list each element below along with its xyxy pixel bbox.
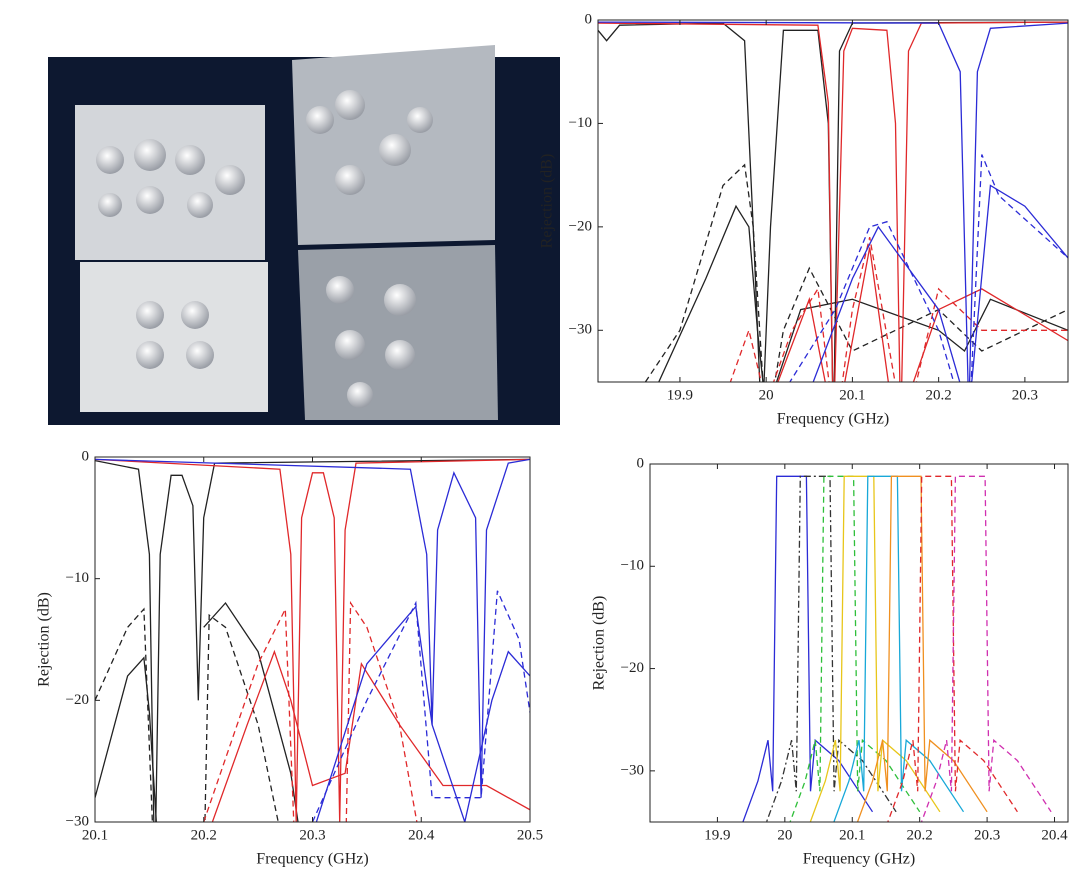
series-line	[644, 163, 1068, 382]
photo	[48, 45, 560, 425]
plot-lines	[742, 475, 1052, 822]
series-line	[920, 475, 1052, 822]
plot-area	[598, 20, 1068, 382]
series-line	[95, 458, 530, 822]
series-line	[789, 154, 1068, 382]
x-tick-label: 20.1	[82, 827, 108, 843]
series-line	[812, 184, 1068, 382]
y-tick-label: 0	[637, 455, 645, 471]
series-line	[598, 21, 1068, 382]
series-line	[658, 204, 1068, 382]
y-tick-label: 0	[585, 11, 593, 27]
series-line	[742, 475, 874, 822]
x-tick-label: 20.2	[926, 387, 952, 403]
x-tick-label: 20.1	[839, 827, 865, 843]
chart: 19.9 20 20.1 20.2 20.3 −30 −20 −10 0 Frequency (G…	[539, 11, 1069, 428]
series-line	[809, 475, 941, 822]
y-axis-label: Rejection (dB)	[591, 596, 608, 691]
x-axis-label: Frequency (GHz)	[777, 411, 889, 428]
y-axis-label: Rejection (dB)	[36, 592, 53, 687]
chart: 20.1 20.2 20.3 20.4 20.5 −30 −20 −10 0 Frequency …	[36, 448, 543, 868]
y-tick-label: −10	[621, 558, 644, 574]
y-tick-label: −30	[621, 762, 644, 778]
series-line	[887, 475, 1018, 822]
y-axis-label: Rejection (dB)	[539, 154, 556, 249]
series-line	[95, 607, 279, 822]
series-line	[765, 475, 897, 822]
y-tick-label: 0	[82, 448, 90, 464]
series-line	[95, 458, 530, 822]
x-tick-label: 20.1	[839, 387, 865, 403]
x-tick-label: 19.9	[704, 827, 730, 843]
y-tick-label: −30	[66, 813, 89, 829]
x-axis-label: Frequency (GHz)	[256, 851, 368, 868]
x-tick-label: 20.3	[1012, 387, 1038, 403]
y-tick-label: −30	[569, 322, 592, 338]
series-line	[211, 649, 530, 822]
chart: 19.9 20 20.1 20.2 20.3 20.4 −30 −20 −10 0 Frequenc…	[591, 455, 1069, 868]
plot-area	[650, 464, 1068, 822]
x-tick-label: 20.5	[517, 827, 543, 843]
series-line	[789, 475, 921, 822]
x-tick-label: 20	[777, 827, 792, 843]
x-tick-label: 20.4	[1041, 827, 1068, 843]
x-tick-label: 20.2	[907, 827, 933, 843]
plot-area	[95, 457, 530, 822]
y-tick-label: −20	[569, 218, 592, 234]
y-tick-label: −20	[66, 692, 89, 708]
x-tick-label: 20.4	[408, 827, 435, 843]
series-line	[95, 601, 299, 822]
x-tick-label: 20	[759, 387, 774, 403]
series-line	[315, 605, 530, 822]
series-line	[729, 237, 1068, 382]
series-line	[95, 458, 530, 798]
series-line	[777, 247, 1068, 382]
y-tick-label: −10	[569, 115, 592, 131]
x-tick-label: 20.3	[299, 827, 325, 843]
y-tick-label: −10	[66, 570, 89, 586]
series-line	[856, 475, 988, 822]
plot-frame	[597, 19, 1069, 383]
x-axis-label: Frequency (GHz)	[803, 851, 915, 868]
plot-lines	[95, 458, 530, 822]
x-tick-label: 20.2	[191, 827, 217, 843]
x-tick-label: 19.9	[667, 387, 693, 403]
y-tick-label: −20	[621, 660, 644, 676]
series-line	[598, 21, 1068, 382]
x-tick-label: 20.3	[974, 827, 1000, 843]
plot-frame	[649, 463, 1069, 823]
